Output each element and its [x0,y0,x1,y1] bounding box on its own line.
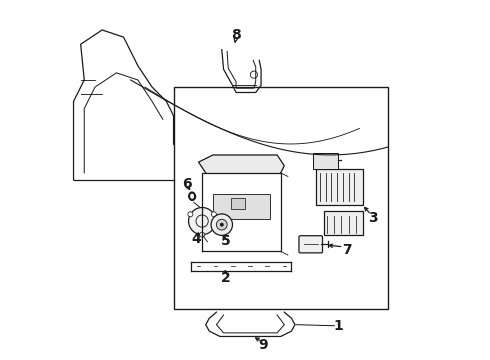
Text: 4: 4 [191,232,201,246]
Bar [173,87,388,309]
Circle shape [188,212,193,217]
Polygon shape [198,155,284,173]
Bar [323,211,363,235]
Bar [231,198,245,208]
Text: 2: 2 [220,271,230,285]
Circle shape [211,212,217,217]
Text: 1: 1 [333,319,343,333]
Text: 7: 7 [342,243,352,257]
Bar [317,169,363,205]
FancyBboxPatch shape [299,236,322,253]
Text: 6: 6 [182,176,192,190]
Bar [213,194,270,219]
Circle shape [189,207,216,235]
Text: 3: 3 [368,211,377,225]
Text: 8: 8 [231,28,241,42]
Circle shape [199,232,205,237]
Text: 9: 9 [258,338,268,352]
Circle shape [211,214,232,235]
Circle shape [220,223,223,226]
Circle shape [217,219,227,230]
Bar [313,153,338,169]
Text: 5: 5 [221,234,231,248]
